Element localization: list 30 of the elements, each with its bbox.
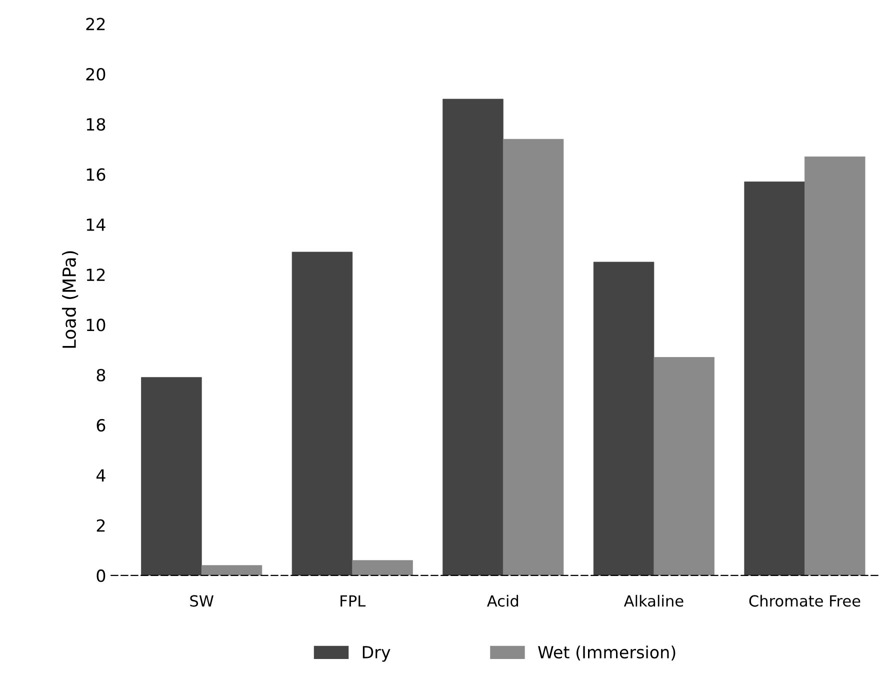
legend-label: Dry	[362, 646, 390, 662]
bar	[502, 138, 564, 576]
y-tick-label: 10	[86, 318, 106, 332]
y-tick-label: 2	[96, 519, 105, 532]
y-tick-label: 16	[86, 168, 106, 181]
bar	[141, 377, 202, 576]
x-tick-label: Chromate Free	[749, 594, 860, 607]
y-tick-label: 6	[96, 418, 106, 432]
y-axis-title: Load (MPa)	[62, 251, 78, 348]
bar	[352, 560, 413, 576]
bar	[654, 357, 714, 576]
y-tick-label: 12	[86, 268, 105, 281]
y-tick-label: 4	[96, 469, 106, 482]
y-tick-label: 14	[86, 218, 106, 231]
x-tick-label: SW	[190, 595, 214, 607]
bar	[804, 156, 866, 576]
bar	[442, 98, 504, 576]
bar	[744, 182, 805, 576]
legend-label: Wet (Immersion)	[538, 646, 676, 660]
y-tick-label: 8	[96, 368, 106, 382]
x-tick-label: FPL	[340, 595, 366, 606]
x-tick-label: Acid	[487, 594, 518, 607]
y-tick-label: 0	[96, 569, 106, 582]
y-tick-label: 22	[86, 18, 105, 30]
y-tick-label: 20	[86, 68, 106, 81]
x-tick-label: Alkaline	[624, 594, 684, 607]
bar	[201, 565, 262, 576]
bar	[593, 262, 654, 576]
bar	[292, 252, 353, 576]
y-tick-label: 18	[86, 118, 106, 131]
